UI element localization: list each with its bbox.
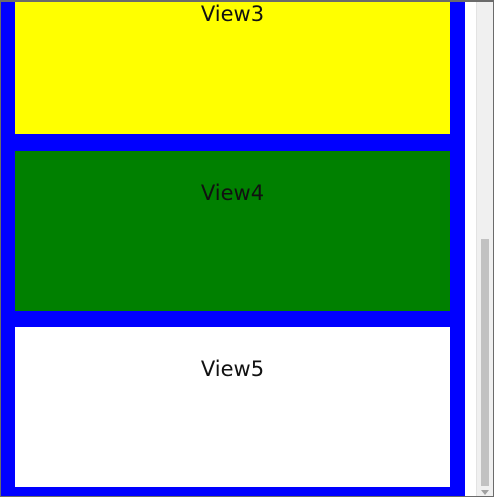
scroll-down-arrow-icon[interactable]: [481, 490, 489, 495]
view3-panel: View3: [15, 2, 450, 134]
scrollbar-thumb[interactable]: [481, 239, 489, 486]
vertical-scrollbar[interactable]: [476, 2, 493, 496]
view4-panel: View4: [15, 151, 450, 311]
scroll-viewer-content[interactable]: View3 View4 View5: [1, 2, 465, 496]
view3-label: View3: [200, 2, 265, 26]
view4-label: View4: [200, 181, 265, 205]
view5-panel: View5: [15, 327, 450, 487]
view5-label: View5: [200, 357, 265, 381]
